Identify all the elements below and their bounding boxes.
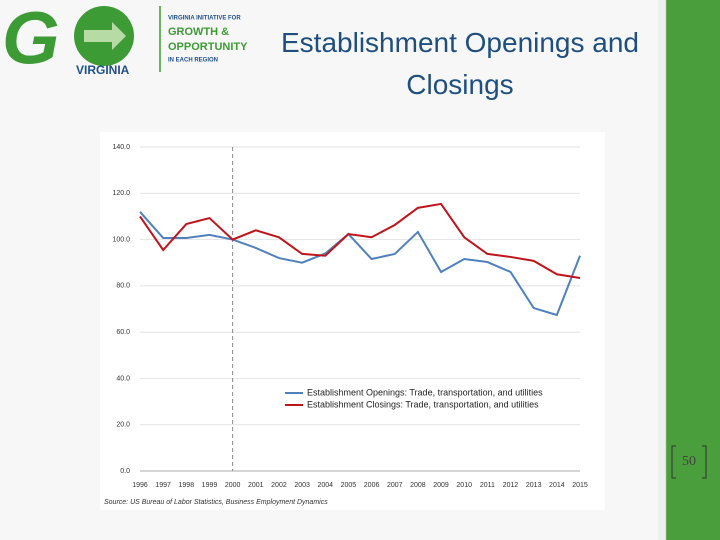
legend-label: Establishment Closings: Trade, transport… bbox=[307, 399, 539, 409]
tagline: GROWTH & bbox=[168, 26, 229, 38]
x-tick-label: 2001 bbox=[248, 482, 264, 489]
x-tick-label: 1999 bbox=[202, 482, 218, 489]
y-tick-label: 40.0 bbox=[116, 375, 130, 382]
logo-arrow bbox=[84, 22, 126, 50]
chart-box bbox=[100, 132, 605, 510]
y-tick-label: 120.0 bbox=[112, 190, 130, 197]
x-tick-label: 1997 bbox=[155, 482, 171, 489]
y-tick-label: 0.0 bbox=[120, 468, 130, 475]
logo-state: VIRGINIA bbox=[76, 63, 130, 77]
x-tick-label: 2008 bbox=[410, 482, 426, 489]
x-tick-label: 2010 bbox=[456, 482, 472, 489]
series-line bbox=[139, 211, 581, 317]
slide-title: Establishment Openings and Closings bbox=[281, 27, 639, 100]
page-number-brackets bbox=[671, 445, 707, 479]
series-line bbox=[139, 202, 581, 279]
tagline: VIRGINIA INITIATIVE FOR bbox=[168, 16, 241, 22]
x-tick-label: 1996 bbox=[132, 482, 148, 489]
x-tick-label: 2014 bbox=[549, 482, 565, 489]
y-tick-label: 20.0 bbox=[116, 422, 130, 429]
chart-source: Source: US Bureau of Labor Statistics, B… bbox=[104, 499, 328, 506]
side-bar bbox=[658, 0, 720, 540]
x-tick-label: 2015 bbox=[572, 482, 588, 489]
x-tick-label: 2002 bbox=[271, 482, 287, 489]
legend-label: Establishment Openings: Trade, transport… bbox=[307, 387, 543, 397]
page-number: 50 bbox=[682, 454, 696, 469]
tagline: IN EACH REGION bbox=[168, 58, 218, 64]
tagline: OPPORTUNITY bbox=[168, 41, 248, 53]
x-tick-label: 2013 bbox=[526, 482, 542, 489]
x-tick-label: 2007 bbox=[387, 482, 403, 489]
x-tick-label: 2000 bbox=[225, 482, 241, 489]
y-tick-label: 100.0 bbox=[112, 236, 130, 243]
y-tick-label: 80.0 bbox=[116, 283, 130, 290]
logo-letter: G bbox=[2, 0, 60, 80]
x-tick-label: 2012 bbox=[503, 482, 519, 489]
x-tick-label: 2005 bbox=[341, 482, 357, 489]
y-tick-label: 60.0 bbox=[116, 329, 130, 336]
x-tick-label: 2009 bbox=[433, 482, 449, 489]
x-tick-label: 2006 bbox=[364, 482, 380, 489]
x-tick-label: 2004 bbox=[317, 482, 333, 489]
x-tick-label: 2011 bbox=[480, 482, 495, 489]
x-tick-label: 1998 bbox=[179, 482, 195, 489]
x-tick-label: 2003 bbox=[294, 482, 310, 489]
y-tick-label: 140.0 bbox=[112, 144, 130, 151]
